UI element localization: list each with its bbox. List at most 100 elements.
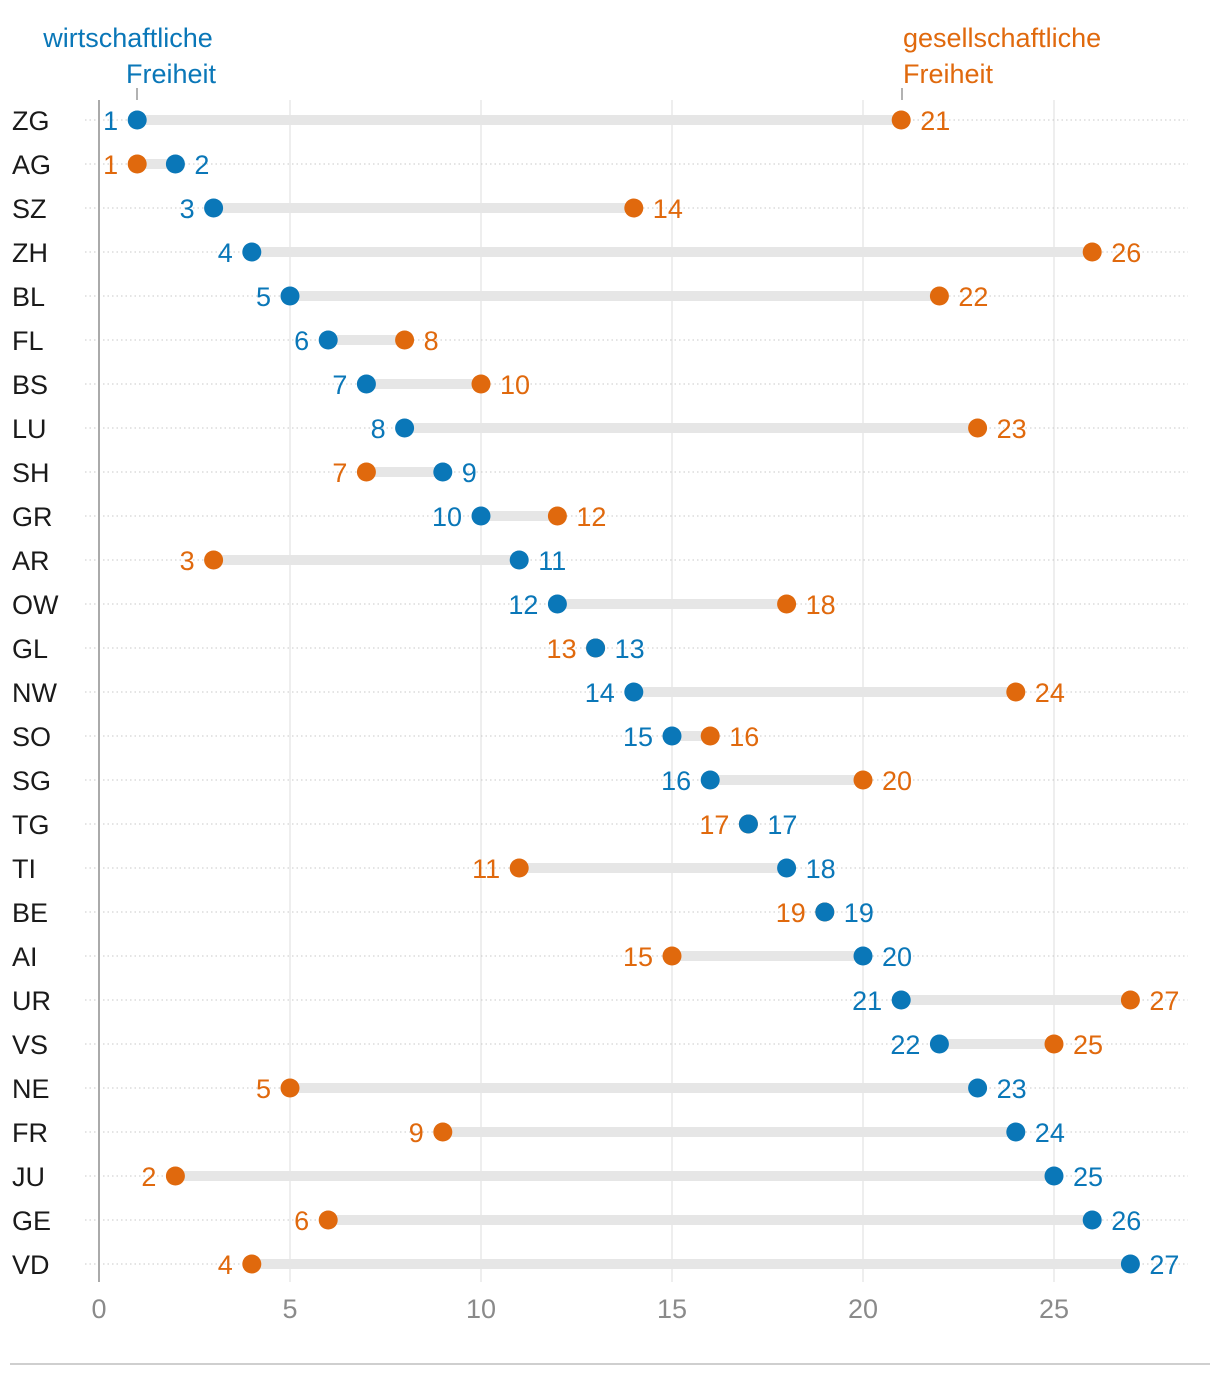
social-value-label: 15 — [623, 942, 653, 972]
category-label: GR — [12, 502, 53, 532]
economic-dot — [815, 902, 835, 922]
economic-value-label: 16 — [661, 766, 691, 796]
social-dot — [1082, 242, 1102, 262]
social-dot — [395, 330, 415, 350]
category-label: AI — [12, 942, 38, 972]
economic-value-label: 18 — [806, 854, 836, 884]
legend-economic-line1: wirtschaftliche — [42, 23, 213, 53]
economic-value-label: 27 — [1149, 1250, 1179, 1280]
social-dot — [929, 286, 949, 306]
x-tick-label: 20 — [848, 1294, 878, 1324]
economic-value-label: 10 — [432, 502, 462, 532]
economic-dot — [1006, 1122, 1026, 1142]
social-dot — [891, 110, 911, 130]
economic-value-label: 25 — [1073, 1162, 1103, 1192]
category-label: TG — [12, 810, 50, 840]
x-axis: 0 5 10 15 20 25 — [91, 100, 1069, 1324]
economic-dot — [547, 594, 567, 614]
social-dot — [662, 946, 682, 966]
economic-dot — [624, 682, 644, 702]
x-tick-label: 25 — [1039, 1294, 1069, 1324]
economic-dot — [968, 1078, 988, 1098]
economic-value-label: 14 — [585, 678, 615, 708]
category-label: SZ — [12, 194, 47, 224]
economic-value-label: 17 — [767, 810, 797, 840]
legend: wirtschaftliche Freiheit gesellschaftlic… — [42, 23, 1101, 100]
social-dot — [968, 418, 988, 438]
economic-value-label: 15 — [623, 722, 653, 752]
economic-dot — [280, 286, 300, 306]
category-label: NE — [12, 1074, 50, 1104]
economic-dot — [738, 814, 758, 834]
social-value-label: 21 — [920, 106, 950, 136]
social-value-label: 26 — [1111, 238, 1141, 268]
economic-value-label: 20 — [882, 942, 912, 972]
social-value-label: 6 — [294, 1206, 309, 1236]
social-value-label: 22 — [958, 282, 988, 312]
category-label: SO — [12, 722, 51, 752]
social-value-label: 12 — [576, 502, 606, 532]
economic-value-label: 9 — [462, 458, 477, 488]
economic-value-label: 4 — [218, 238, 233, 268]
economic-dot — [929, 1034, 949, 1054]
economic-value-label: 7 — [332, 370, 347, 400]
social-dot — [509, 858, 529, 878]
social-value-label: 4 — [218, 1250, 233, 1280]
social-dot — [127, 154, 147, 174]
category-label: BS — [12, 370, 48, 400]
social-value-label: 18 — [806, 590, 836, 620]
social-value-label: 3 — [180, 546, 195, 576]
social-dot — [853, 770, 873, 790]
category-label: BL — [12, 282, 45, 312]
economic-value-label: 2 — [194, 150, 209, 180]
economic-dot — [777, 858, 797, 878]
category-label: FL — [12, 326, 44, 356]
social-dot — [356, 462, 376, 482]
category-label: JU — [12, 1162, 45, 1192]
social-value-label: 27 — [1149, 986, 1179, 1016]
economic-value-label: 26 — [1111, 1206, 1141, 1236]
category-label: LU — [12, 414, 47, 444]
economic-dot — [318, 330, 338, 350]
social-dot — [204, 550, 224, 570]
social-dot — [1006, 682, 1026, 702]
economic-dot — [662, 726, 682, 746]
social-dot — [547, 506, 567, 526]
economic-value-label: 21 — [852, 986, 882, 1016]
social-value-label: 25 — [1073, 1030, 1103, 1060]
social-value-label: 1 — [103, 150, 118, 180]
social-value-label: 17 — [699, 810, 729, 840]
social-dot — [777, 594, 797, 614]
economic-value-label: 23 — [997, 1074, 1027, 1104]
social-value-label: 9 — [409, 1118, 424, 1148]
economic-value-label: 3 — [180, 194, 195, 224]
category-label: ZG — [12, 106, 50, 136]
social-value-label: 19 — [776, 898, 806, 928]
economic-dot — [471, 506, 491, 526]
social-value-label: 7 — [332, 458, 347, 488]
economic-dot — [891, 990, 911, 1010]
legend-social-line1: gesellschaftliche — [903, 23, 1101, 53]
social-dot — [242, 1254, 262, 1274]
economic-value-label: 5 — [256, 282, 271, 312]
economic-dot — [242, 242, 262, 262]
economic-dot — [204, 198, 224, 218]
category-label: ZH — [12, 238, 48, 268]
social-dot — [624, 198, 644, 218]
economic-dot — [433, 462, 453, 482]
social-value-label: 16 — [729, 722, 759, 752]
social-value-label: 5 — [256, 1074, 271, 1104]
economic-dot — [1082, 1210, 1102, 1230]
category-label: SH — [12, 458, 50, 488]
economic-dot — [509, 550, 529, 570]
social-value-label: 11 — [472, 854, 500, 884]
legend-social-line2: Freiheit — [903, 59, 994, 89]
category-label: AR — [12, 546, 50, 576]
category-label: UR — [12, 986, 51, 1016]
social-value-label: 24 — [1035, 678, 1065, 708]
category-label: TI — [12, 854, 36, 884]
social-dot — [471, 374, 491, 394]
social-value-label: 8 — [424, 326, 439, 356]
economic-dot — [586, 638, 606, 658]
